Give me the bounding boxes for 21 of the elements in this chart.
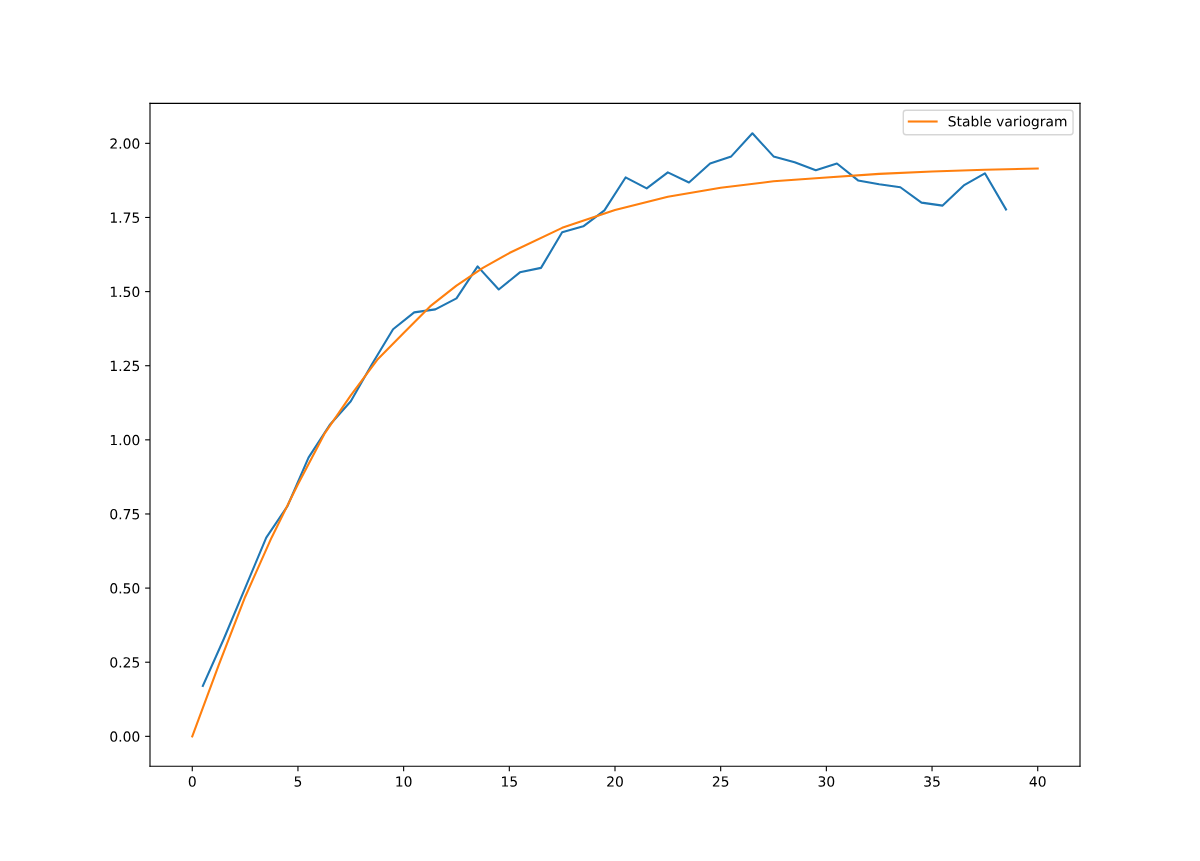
y-tick-label: 1.50: [110, 286, 140, 298]
line-series: [191, 167, 1039, 738]
x-tick-label: 0: [188, 776, 196, 787]
y-tick-label: 1.75: [110, 212, 140, 223]
y-tick-label: 1.00: [110, 434, 140, 446]
y-tick-label: 1.25: [110, 360, 140, 372]
legend-label: Stable variogram: [948, 115, 1067, 130]
x-tick-label: 5: [294, 776, 302, 787]
x-tick-label: 30: [818, 776, 835, 787]
x-tick-label: 10: [396, 776, 412, 787]
x-tick-label: 25: [712, 776, 729, 787]
line-series: [201, 132, 1008, 687]
x-tick-label: 20: [607, 776, 623, 787]
y-tick-label: 2.00: [110, 138, 140, 149]
y-tick-label: 0.00: [110, 731, 140, 742]
y-tick-label: 0.25: [110, 657, 140, 668]
y-tick-label: 0.75: [110, 508, 140, 520]
y-tick-label: 0.50: [110, 583, 140, 594]
x-tick-label: 40: [1029, 776, 1046, 787]
x-tick-label: 15: [502, 776, 517, 787]
x-tick-label: 35: [924, 776, 940, 787]
